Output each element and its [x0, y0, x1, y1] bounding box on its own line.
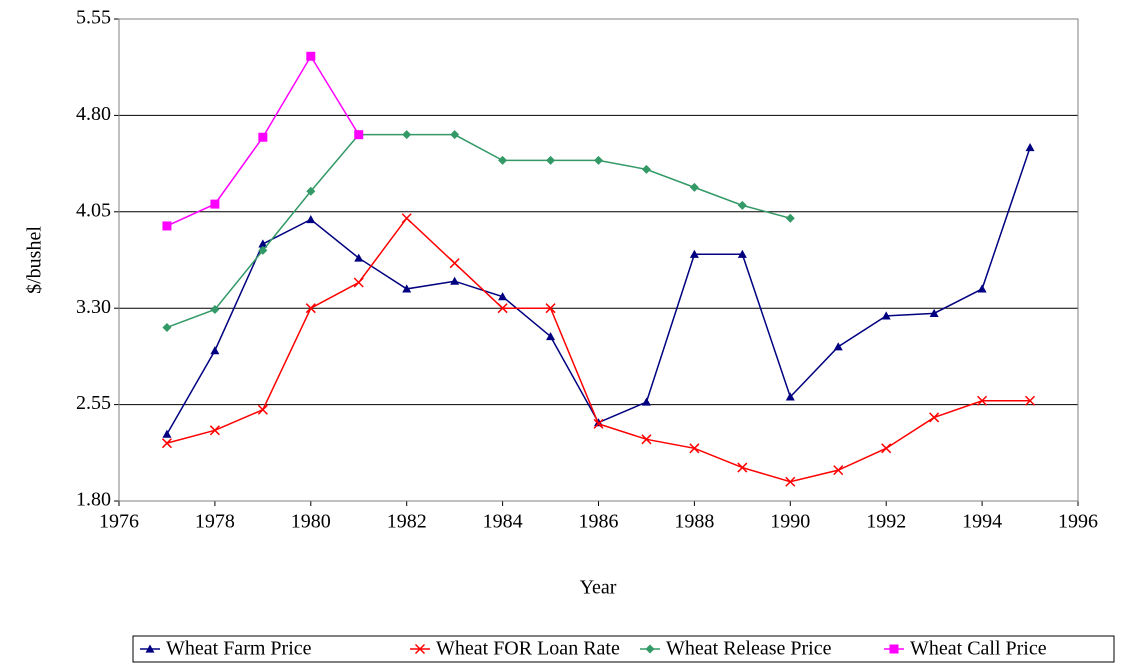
series-line — [166, 217, 1031, 483]
x-tick-label: 1980 — [291, 511, 331, 533]
y-tick-label: 4.05 — [76, 199, 111, 221]
marker — [210, 346, 220, 355]
marker — [785, 392, 795, 401]
legend-label: Wheat Farm Price — [166, 638, 312, 660]
x-tick-label: 1984 — [483, 511, 523, 533]
marker — [833, 465, 844, 476]
marker — [929, 412, 940, 423]
marker — [401, 213, 412, 224]
marker — [210, 199, 220, 209]
marker — [162, 322, 172, 332]
marker — [593, 418, 604, 429]
marker — [785, 476, 796, 487]
x-tick-label: 1994 — [962, 511, 1002, 533]
x-tick-label: 1976 — [99, 511, 139, 533]
marker — [145, 644, 155, 653]
marker — [354, 130, 364, 140]
y-axis-label: $/bushel — [24, 226, 46, 294]
marker — [497, 303, 508, 314]
marker — [881, 443, 892, 454]
marker — [161, 438, 172, 449]
marker — [210, 304, 220, 314]
marker — [258, 245, 268, 255]
marker — [414, 643, 426, 655]
y-tick-label: 1.80 — [76, 489, 111, 511]
marker — [645, 644, 655, 654]
x-tick-label: 1992 — [866, 511, 906, 533]
legend-label: Wheat FOR Loan Rate — [436, 638, 620, 660]
x-tick-label: 1978 — [195, 511, 235, 533]
marker — [977, 284, 987, 293]
series-line — [166, 133, 791, 329]
x-tick-label: 1996 — [1058, 511, 1098, 533]
plot-area — [118, 18, 1079, 502]
marker — [306, 186, 316, 196]
marker — [450, 276, 460, 285]
marker — [641, 434, 652, 445]
marker — [353, 277, 364, 288]
marker — [737, 200, 747, 210]
marker — [929, 308, 939, 317]
marker — [833, 342, 843, 351]
legend-box — [132, 635, 1115, 663]
marker — [1025, 143, 1035, 152]
y-tick-label: 3.30 — [76, 296, 111, 318]
legend-label: Wheat Call Price — [910, 638, 1047, 660]
marker — [305, 303, 316, 314]
marker — [306, 215, 316, 224]
marker — [402, 130, 412, 140]
marker — [641, 397, 651, 406]
marker — [977, 395, 988, 406]
marker — [306, 51, 316, 61]
marker — [785, 213, 795, 223]
marker — [889, 644, 899, 654]
marker — [450, 130, 460, 140]
marker — [689, 182, 699, 192]
marker — [498, 292, 508, 301]
marker — [641, 164, 651, 174]
marker — [162, 429, 172, 438]
y-tick-label: 2.55 — [76, 392, 111, 414]
marker — [546, 155, 556, 165]
marker — [545, 303, 556, 314]
marker — [498, 155, 508, 165]
marker — [689, 249, 699, 258]
series-line — [166, 147, 1031, 435]
marker — [737, 462, 748, 473]
legend-label: Wheat Release Price — [666, 638, 832, 660]
marker — [546, 331, 556, 341]
marker — [209, 425, 220, 436]
marker — [258, 239, 268, 248]
marker — [881, 311, 891, 320]
marker — [1025, 395, 1036, 406]
marker — [689, 443, 700, 454]
x-tick-label: 1982 — [387, 511, 427, 533]
marker — [257, 404, 268, 415]
y-tick-label: 5.55 — [76, 7, 111, 29]
marker — [162, 221, 172, 231]
marker — [449, 258, 460, 269]
x-axis-label: Year — [580, 577, 617, 599]
marker — [258, 132, 268, 142]
marker — [737, 249, 747, 258]
x-tick-label: 1986 — [579, 511, 619, 533]
x-tick-label: 1990 — [770, 511, 810, 533]
marker — [354, 253, 364, 262]
y-tick-label: 4.80 — [76, 103, 111, 125]
x-tick-label: 1988 — [674, 511, 714, 533]
marker — [594, 155, 603, 165]
marker — [402, 284, 412, 293]
